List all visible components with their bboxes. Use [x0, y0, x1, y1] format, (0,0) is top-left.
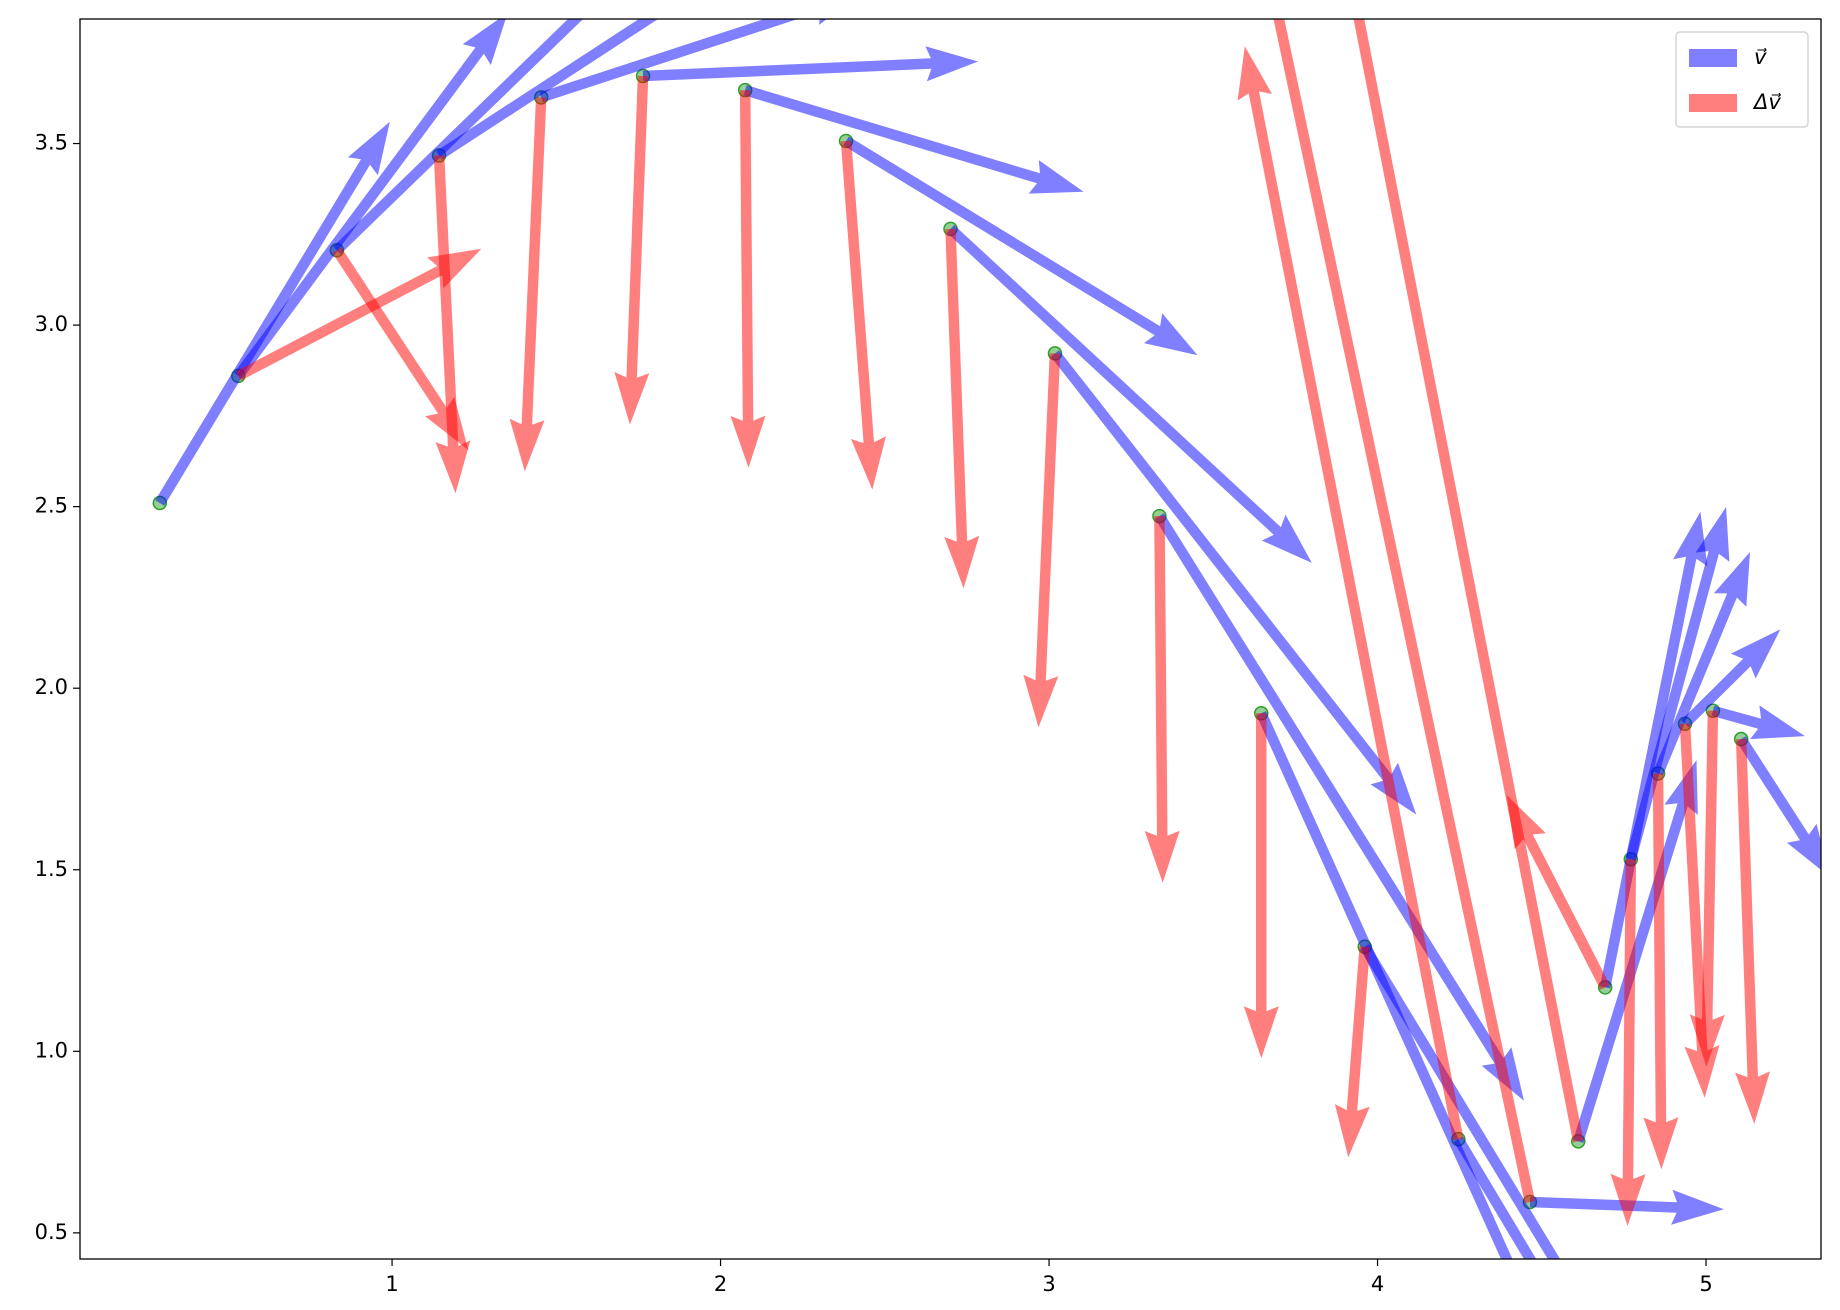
x-tick-label: 2 — [714, 1272, 727, 1296]
legend-frame — [1675, 31, 1809, 128]
arrow — [1144, 516, 1180, 883]
arrow — [1711, 705, 1805, 740]
legend-label: v⃗ — [1754, 45, 1767, 69]
x-tick-label: 1 — [385, 1272, 398, 1296]
arrow — [1610, 859, 1646, 1226]
legend-swatch — [1689, 49, 1737, 67]
y-tick-label: 2.5 — [35, 494, 68, 518]
x-tick-label: 3 — [1042, 1272, 1055, 1296]
legend-swatch — [1689, 94, 1737, 112]
arrow — [1050, 350, 1417, 815]
axes-frame — [79, 18, 1822, 1260]
legend-label: Δv⃗ — [1752, 90, 1782, 114]
arrow — [743, 85, 1084, 194]
arrow — [509, 97, 547, 472]
arrow — [155, 121, 390, 506]
arrow — [946, 225, 1312, 563]
arrow — [1735, 738, 1770, 1124]
arrow — [1573, 760, 1698, 1143]
y-tick-label: 0.5 — [35, 1220, 68, 1244]
arrow — [1273, 19, 1536, 1204]
arrow — [1679, 723, 1720, 1098]
arrow — [332, 247, 469, 450]
arrow — [840, 140, 886, 490]
arrow — [433, 155, 471, 494]
arrow — [234, 19, 506, 380]
plot-area — [152, 19, 1821, 1259]
x-tick-label: 5 — [1699, 1272, 1712, 1296]
arrow — [642, 46, 979, 82]
arrow — [1681, 629, 1781, 728]
arrow — [1506, 795, 1610, 990]
arrow — [235, 248, 482, 381]
arrow — [539, 19, 828, 103]
arrow — [843, 136, 1198, 356]
arrow — [1643, 773, 1679, 1170]
y-tick-label: 2.0 — [35, 675, 68, 699]
y-tick-label: 1.0 — [35, 1038, 68, 1062]
arrow — [333, 19, 584, 255]
arrow — [1243, 713, 1279, 1059]
arrow — [1736, 736, 1821, 870]
arrow — [1237, 46, 1464, 1141]
x-tick-label: 4 — [1371, 1272, 1384, 1296]
arrow — [1155, 513, 1524, 1101]
arrow — [614, 75, 650, 425]
y-tick-label: 3.0 — [35, 312, 68, 336]
arrow — [1453, 1136, 1537, 1259]
arrow — [1653, 552, 1750, 776]
arrow — [436, 19, 659, 160]
y-tick-label: 3.5 — [35, 131, 68, 155]
arrow — [1334, 946, 1370, 1158]
arrow — [1360, 944, 1561, 1259]
arrow — [730, 90, 766, 468]
arrow — [1689, 710, 1725, 1067]
arrow — [1023, 353, 1061, 728]
arrow — [1341, 19, 1584, 1143]
arrow — [1625, 507, 1730, 861]
legend: v⃗ Δv⃗ — [1675, 31, 1809, 128]
y-tick-label: 1.5 — [35, 857, 68, 881]
arrow — [944, 228, 980, 589]
